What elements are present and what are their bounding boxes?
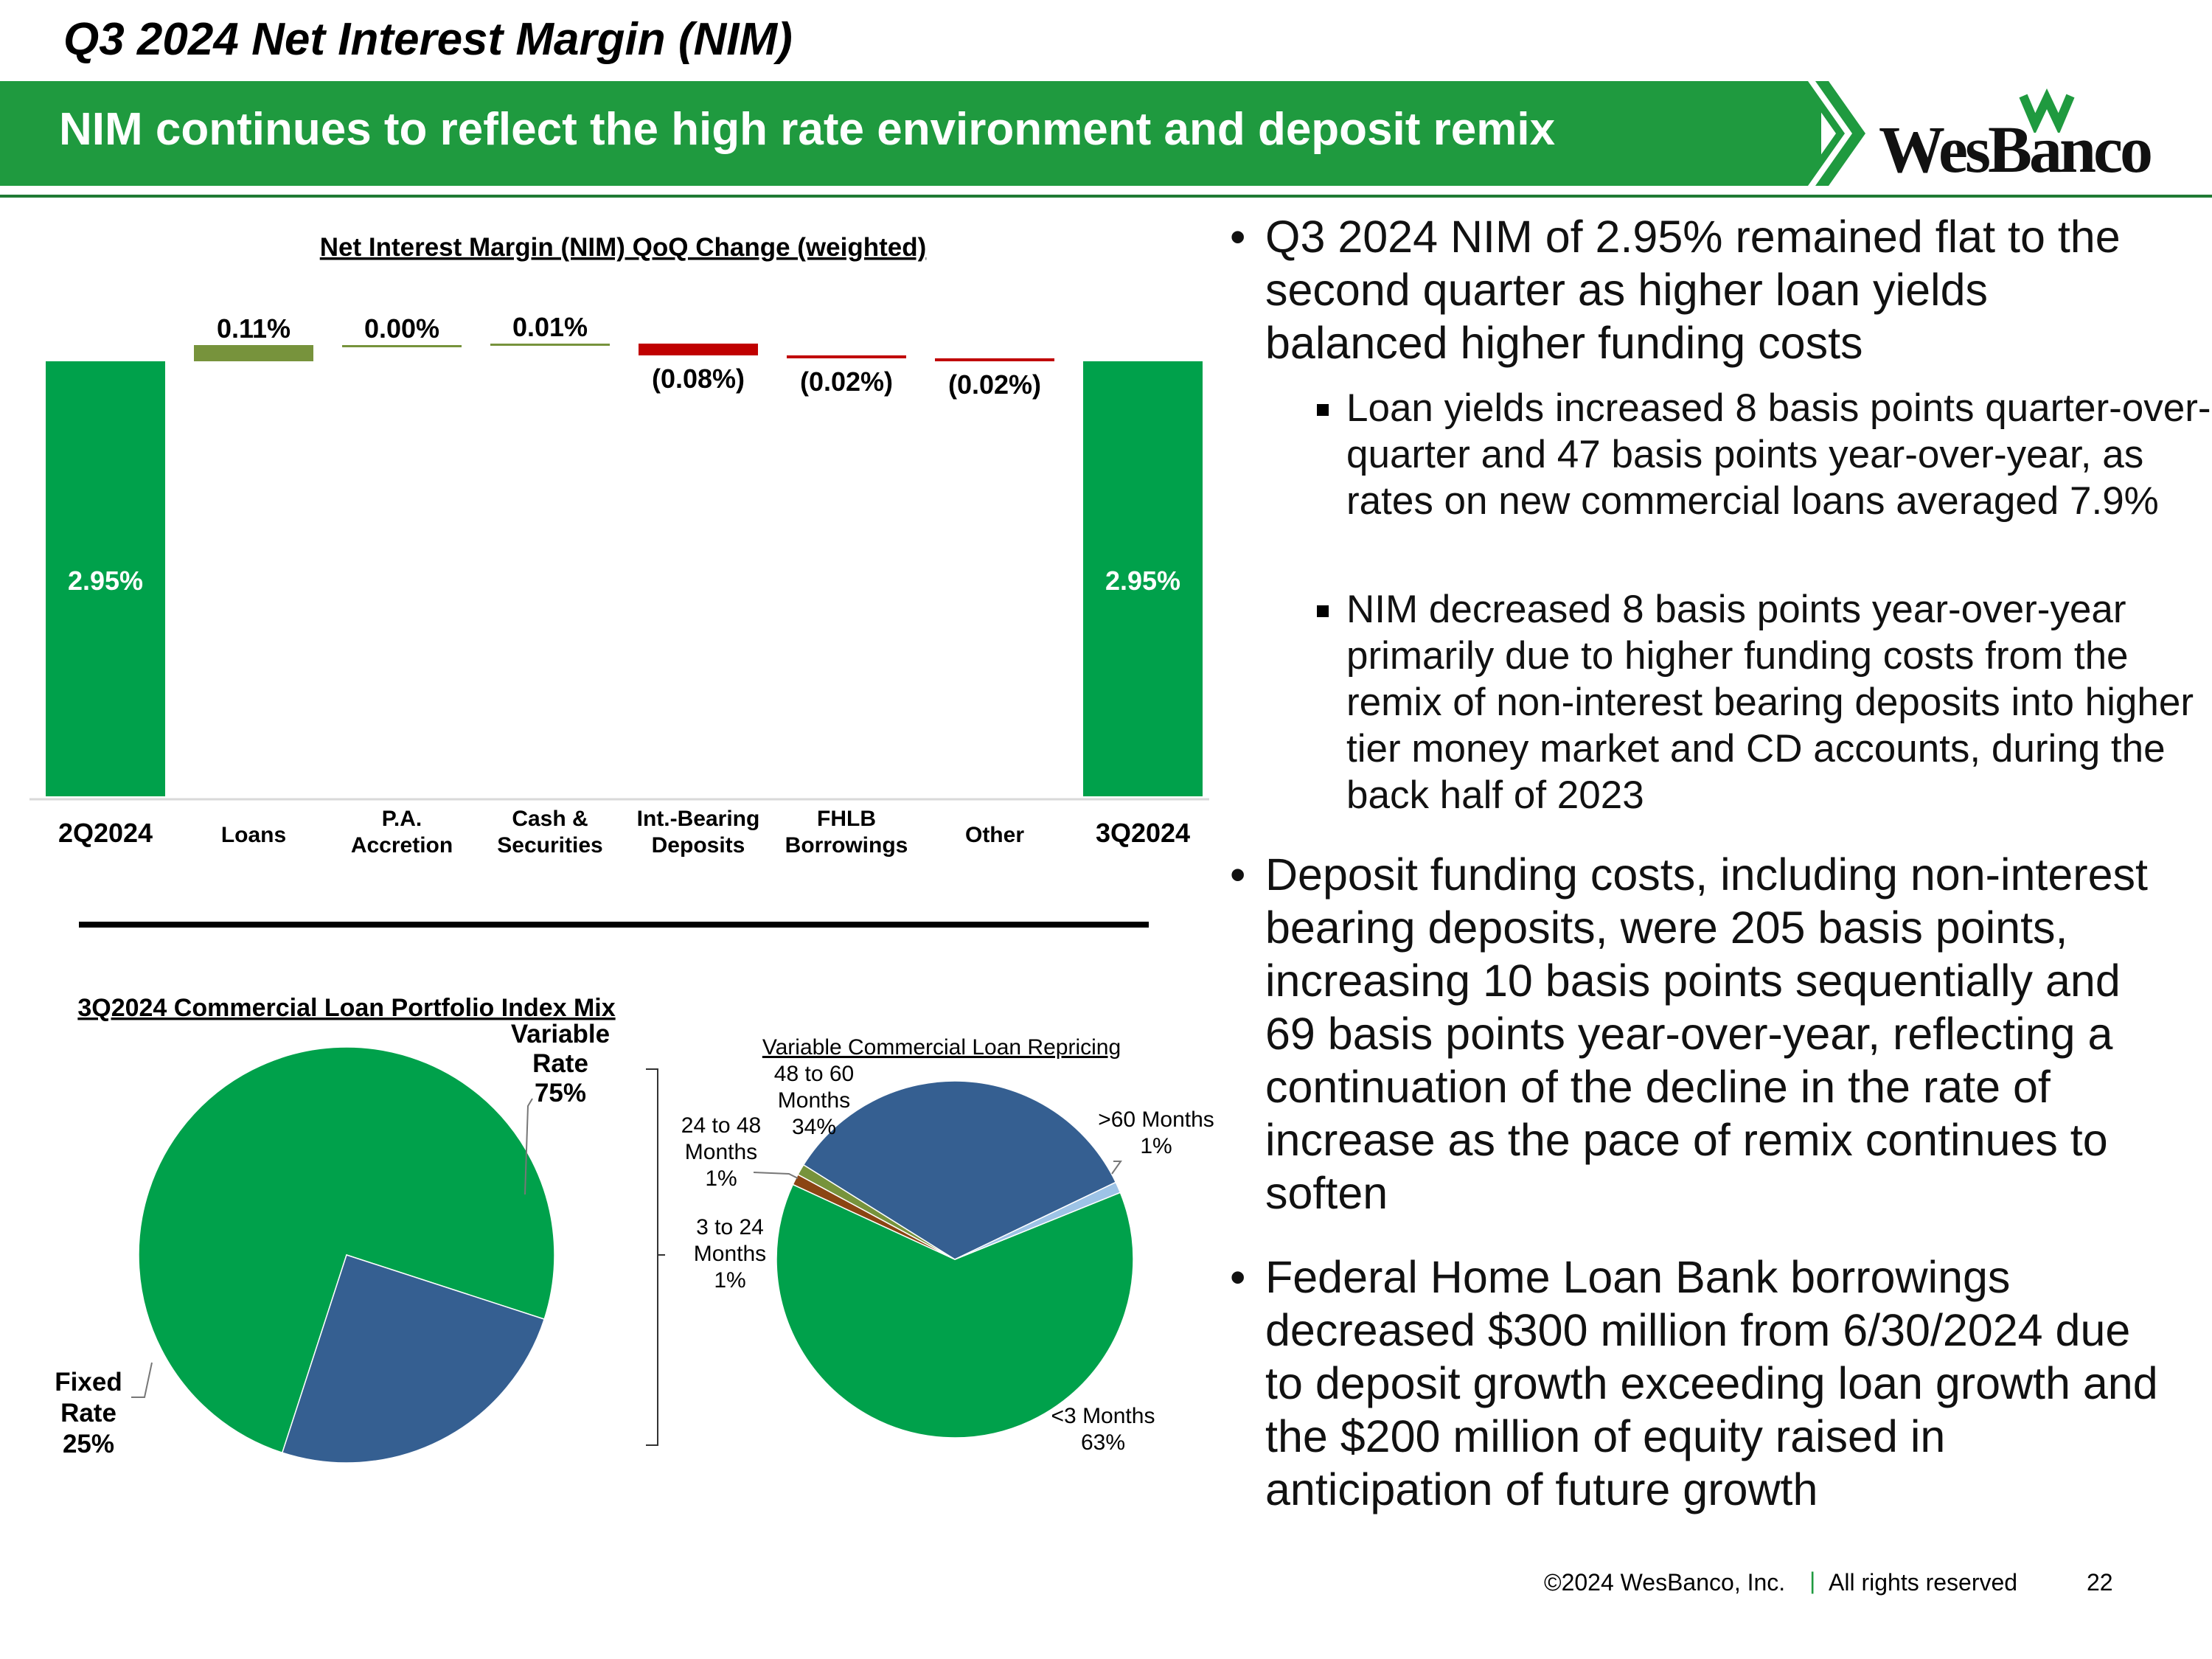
waterfall-bar (194, 345, 313, 361)
sub-bullet-text: NIM decreased 8 basis points year-over-y… (1346, 588, 2194, 817)
bullet-text: Deposit funding costs, including non-int… (1265, 849, 2148, 1218)
pie-connector-bracket (646, 1068, 658, 1446)
waterfall-bar (935, 358, 1054, 361)
slide-title: Q3 2024 Net Interest Margin (NIM) (63, 14, 793, 65)
pie-slice-label: Rate (60, 1399, 116, 1427)
waterfall-category-label: Securities (497, 833, 602, 858)
waterfall-category-label: 2Q2024 (58, 818, 153, 848)
waterfall-bar-label: (0.02%) (800, 366, 893, 397)
pie-slice-label: 1% (705, 1166, 737, 1191)
pie-slice-label: >60 Months (1098, 1107, 1214, 1132)
pie-slice (954, 1181, 1121, 1260)
waterfall-category-label: Other (965, 823, 1024, 847)
index-mix-title: 3Q2024 Commercial Loan Portfolio Index M… (77, 994, 615, 1022)
waterfall-bar (490, 344, 610, 346)
pie-slice-label: <3 Months (1051, 1404, 1155, 1428)
waterfall-bar-label: 0.00% (364, 313, 439, 344)
pie-slice-label: Months (694, 1242, 766, 1266)
banner-subtitle: NIM continues to reflect the high rate e… (59, 104, 1556, 155)
header-rule (0, 195, 2212, 198)
waterfall-bar-label: (0.08%) (652, 364, 745, 394)
pie-slice-label: 1% (1140, 1134, 1172, 1158)
wesbanco-logo-icon (2019, 88, 2075, 133)
pie-slice-label: 63% (1081, 1430, 1125, 1455)
waterfall-bar (639, 344, 758, 355)
pie-slice (138, 1046, 555, 1454)
pie-slice (281, 1254, 546, 1464)
waterfall-category-label: Deposits (652, 833, 745, 858)
pie-slice-label: 75% (535, 1079, 586, 1107)
page-number: 22 (2087, 1569, 2113, 1596)
sub-bullet-text: Loan yields increased 8 basis points qua… (1346, 386, 2211, 523)
pie-slice-label: Variable (511, 1020, 610, 1048)
waterfall-category-label: Cash & (512, 807, 588, 831)
title-banner (0, 81, 1821, 186)
waterfall-title: Net Interest Margin (NIM) QoQ Change (we… (320, 233, 927, 262)
waterfall-bar-label: 2.95% (1105, 566, 1180, 596)
waterfall-category-label: Loans (221, 823, 286, 847)
pie-slice-label: 24 to 48 (681, 1113, 761, 1138)
pie-slice-label: 3 to 24 (696, 1215, 764, 1239)
pie-slice-label: Fixed (55, 1368, 122, 1397)
pie-slice-label: 48 to 60 (774, 1062, 854, 1086)
pie-slice-label: Months (685, 1140, 757, 1164)
waterfall-category-label: Int.-Bearing (637, 807, 760, 831)
waterfall-bar (342, 345, 462, 347)
bullet-text: Federal Home Loan Bank borrowings decrea… (1265, 1252, 2158, 1514)
index-mix-pie-chart: 3Q2024 Commercial Loan Portfolio Index M… (55, 994, 616, 1464)
pie-slice (802, 1080, 1117, 1260)
waterfall-category-label: Borrowings (785, 833, 908, 858)
pie-slice-label: 25% (63, 1430, 114, 1458)
pie-slice-label: 34% (792, 1115, 836, 1139)
pie-slice (776, 1183, 1134, 1439)
waterfall-bar-label: 0.11% (217, 313, 291, 344)
waterfall-category-label: FHLB (817, 807, 876, 831)
chevron-arrows-icon (1799, 81, 1865, 186)
waterfall-bar (1083, 361, 1203, 796)
nim-waterfall-chart: Net Interest Margin (NIM) QoQ Change (we… (29, 233, 1209, 858)
footer-separator: | (1809, 1568, 1816, 1594)
waterfall-bar (787, 355, 906, 358)
waterfall-category-label: Accretion (351, 833, 453, 858)
pie-slice-label: 1% (714, 1268, 745, 1293)
footer-rights: All rights reserved (1829, 1569, 2018, 1596)
repricing-title: Variable Commercial Loan Repricing (762, 1035, 1121, 1060)
square-bullet-icon (1317, 605, 1329, 617)
waterfall-category-label: 3Q2024 (1096, 818, 1190, 848)
pie-slice-label: Months (778, 1088, 850, 1113)
waterfall-category-label: P.A. (382, 807, 422, 831)
footer-copyright: ©2024 WesBanco, Inc. (1544, 1569, 1786, 1596)
waterfall-bar-label: (0.02%) (948, 369, 1041, 400)
pie-slice-label: Rate (532, 1049, 588, 1078)
logo-wordmark: WesBanco (1879, 114, 2153, 187)
bullet-text: Q3 2024 NIM of 2.95% remained flat to th… (1265, 212, 2121, 368)
repricing-pie-chart: Variable Commercial Loan Repricing <3 Mo… (681, 1035, 1214, 1455)
waterfall-bar-label: 2.95% (68, 566, 143, 596)
waterfall-bar (46, 361, 165, 796)
square-bullet-icon (1317, 404, 1329, 416)
waterfall-bar-label: 0.01% (512, 312, 588, 342)
